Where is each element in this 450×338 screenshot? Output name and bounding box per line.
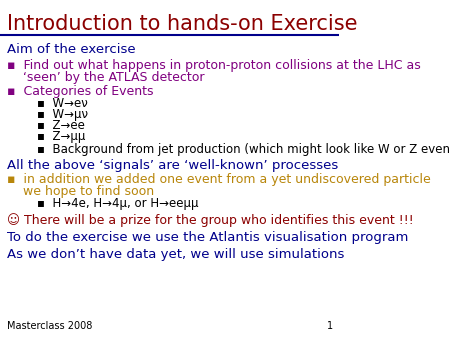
Text: ▪  Z→μμ: ▪ Z→μμ [7,130,85,143]
Text: ▪  Find out what happens in proton-proton collisions at the LHC as: ▪ Find out what happens in proton-proton… [7,59,421,72]
Text: ▪  W→μν: ▪ W→μν [7,108,88,121]
Text: Aim of the exercise: Aim of the exercise [7,43,135,55]
Text: Introduction to hands-on Exercise: Introduction to hands-on Exercise [7,14,357,34]
Text: ▪  W→eν: ▪ W→eν [7,97,88,110]
Text: ☺ There will be a prize for the group who identifies this event !!!: ☺ There will be a prize for the group wh… [7,213,414,227]
Text: ▪  H→4e, H→4μ, or H→eeμμ: ▪ H→4e, H→4μ, or H→eeμμ [7,197,198,210]
Text: To do the exercise we use the Atlantis visualisation program: To do the exercise we use the Atlantis v… [7,231,408,244]
Text: 1: 1 [327,321,333,331]
Text: ‘seen’ by the ATLAS detector: ‘seen’ by the ATLAS detector [7,71,204,84]
Text: ▪  Categories of Events: ▪ Categories of Events [7,85,153,98]
Text: ▪  in addition we added one event from a yet undiscovered particle: ▪ in addition we added one event from a … [7,173,431,186]
Text: ▪  Z→ee: ▪ Z→ee [7,119,85,132]
Text: ▪  Background from jet production (which might look like W or Z event): ▪ Background from jet production (which … [7,143,450,156]
Text: Masterclass 2008: Masterclass 2008 [7,321,92,331]
Text: As we don’t have data yet, we will use simulations: As we don’t have data yet, we will use s… [7,248,344,261]
Text: All the above ‘signals’ are ‘well-known’ processes: All the above ‘signals’ are ‘well-known’… [7,159,338,172]
Text: we hope to find soon: we hope to find soon [7,185,154,198]
